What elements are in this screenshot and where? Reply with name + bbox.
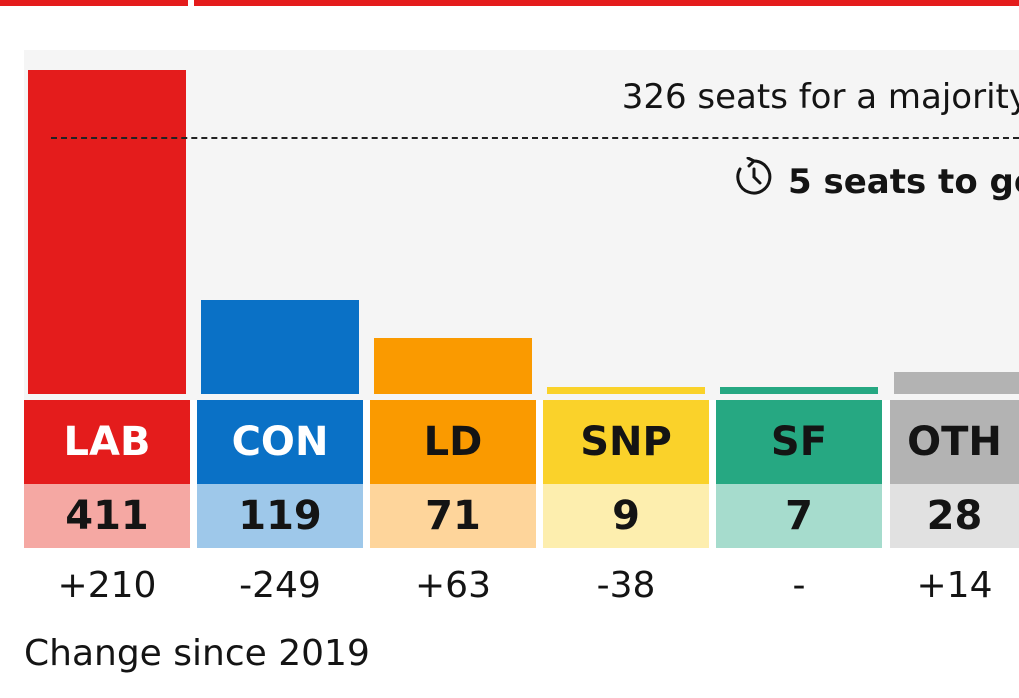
- seats-to-go-indicator: 5 seats to go: [734, 156, 1019, 206]
- bar-ld: [374, 338, 532, 394]
- party-label-snp: SNP: [543, 400, 709, 484]
- seat-count-sf: 7: [716, 484, 882, 548]
- change-caption: Change since 2019: [24, 633, 370, 674]
- bar-sf: [720, 387, 878, 394]
- bar-snp: [547, 386, 705, 394]
- top-accent-bar-right: [194, 0, 1019, 6]
- seat-count-con: 119: [197, 484, 363, 548]
- bar-con: [201, 300, 359, 394]
- bar-oth: [894, 371, 1019, 394]
- seat-count-lab: 411: [24, 484, 190, 548]
- clock-countdown-icon: [734, 156, 774, 206]
- chart-plot-area: 326 seats for a majority 5 seats to go: [24, 50, 1019, 400]
- party-label-sf: SF: [716, 400, 882, 484]
- seat-change-lab: +210: [57, 564, 157, 606]
- party-label-lab: LAB: [24, 400, 190, 484]
- majority-line: [51, 137, 1019, 139]
- seat-change-snp: -38: [596, 564, 656, 606]
- seat-count-snp: 9: [543, 484, 709, 548]
- party-label-oth: OTH: [890, 400, 1019, 484]
- bar-lab: [28, 70, 186, 394]
- majority-label: 326 seats for a majority: [621, 77, 1019, 117]
- seat-change-sf: -: [792, 564, 806, 606]
- seat-count-oth: 28: [890, 484, 1019, 548]
- party-label-con: CON: [197, 400, 363, 484]
- seat-count-ld: 71: [370, 484, 536, 548]
- party-label-ld: LD: [370, 400, 536, 484]
- seat-change-oth: +14: [916, 564, 993, 606]
- seat-change-ld: +63: [415, 564, 491, 606]
- top-accent-bar-left: [0, 0, 188, 6]
- seat-change-con: -249: [239, 564, 321, 606]
- seats-to-go-text: 5 seats to go: [788, 161, 1019, 202]
